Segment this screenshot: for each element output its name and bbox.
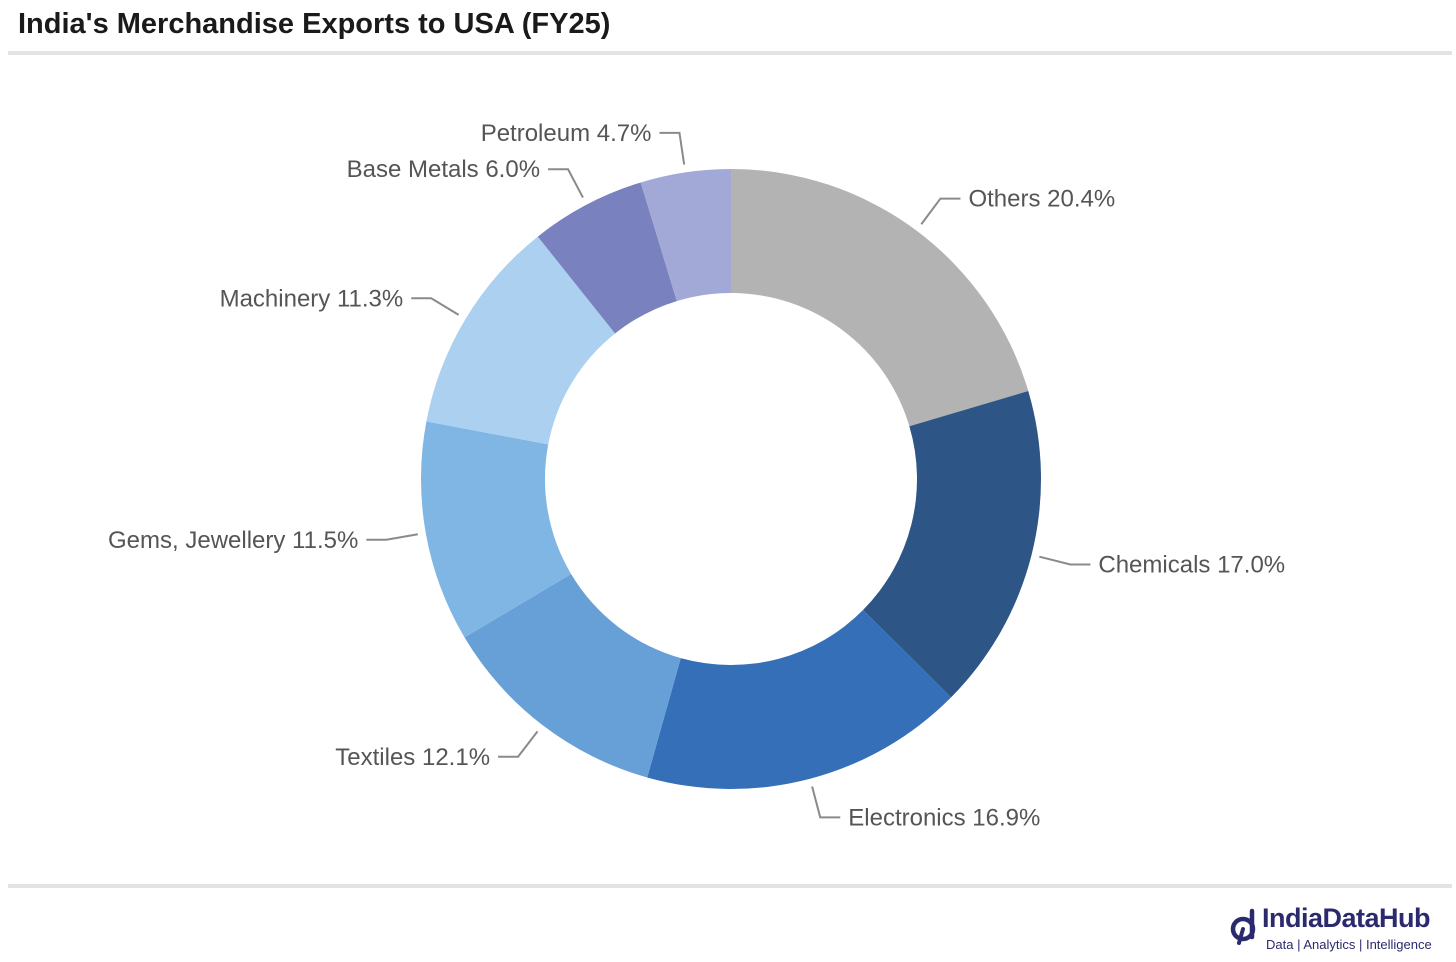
top-divider — [8, 51, 1452, 55]
donut-chart: Others 20.4% Chemicals 17.0% Electronics 1… — [108, 120, 1285, 832]
data-label-base-metals: Base Metals 6.0% — [347, 156, 540, 183]
slice-electronics — [647, 610, 952, 789]
leader-line-others — [920, 197, 961, 225]
slice-base-metals — [537, 182, 677, 334]
data-label-chemicals: Chemicals 17.0% — [1098, 552, 1285, 579]
brand-name: IndiaDataHub — [1262, 903, 1431, 933]
data-label-electronics: Electronics 16.9% — [848, 804, 1040, 831]
data-label-textiles: Textiles 12.1% — [335, 744, 490, 771]
slice-petroleum — [640, 169, 731, 302]
leader-line-machinery — [411, 297, 460, 316]
leader-line-textiles — [498, 730, 539, 758]
slice-gems-jewellery — [420, 421, 572, 638]
slice-textiles — [464, 574, 681, 778]
leader-line-gems-jewellery — [366, 533, 419, 541]
brand-mark-icon — [1230, 908, 1256, 945]
slice-machinery — [426, 236, 616, 445]
leader-line-chemicals — [1039, 555, 1091, 566]
leader-line-electronics — [811, 786, 841, 819]
data-label-gems-jewellery: Gems, Jewellery 11.5% — [108, 527, 358, 554]
data-label-petroleum: Petroleum 4.7% — [481, 120, 652, 147]
chart-title: India's Merchandise Exports to USA (FY25… — [18, 8, 611, 40]
data-label-others: Others 20.4% — [968, 186, 1115, 213]
bottom-divider — [8, 884, 1452, 888]
leader-line-base-metals — [548, 168, 584, 199]
brand-tagline: Data | Analytics | Intelligence — [1266, 937, 1432, 952]
slice-others — [731, 169, 1029, 427]
data-label-machinery: Machinery 11.3% — [220, 285, 404, 312]
leader-line-petroleum — [659, 131, 686, 165]
brand-logo: IndiaDataHub Data | Analytics | Intellig… — [1228, 903, 1448, 955]
slice-chemicals — [863, 391, 1041, 698]
